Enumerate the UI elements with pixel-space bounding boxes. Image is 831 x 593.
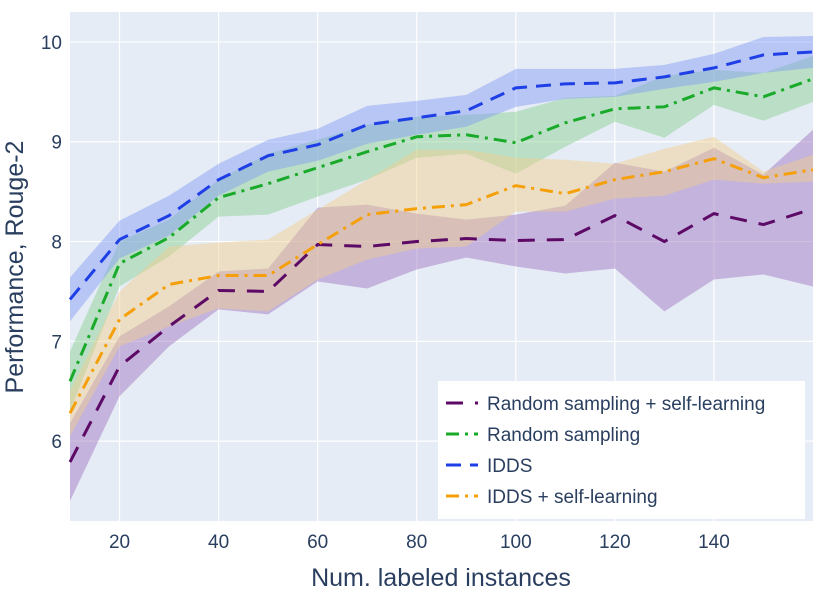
y-tick-labels: 6 7 8 9 10	[41, 33, 62, 453]
series-lines	[68, 50, 814, 463]
legend-label: IDDS	[487, 456, 532, 477]
legend: Random sampling + self-learning Random sa…	[438, 381, 805, 519]
series-line	[68, 207, 814, 463]
y-tick-label: 6	[51, 432, 62, 453]
x-tick-label: 120	[599, 532, 631, 553]
x-tick-label: 60	[307, 532, 328, 553]
x-tick-label: 80	[406, 532, 427, 553]
y-axis-title: Performance, Rouge-2	[1, 141, 29, 394]
y-tick-label: 10	[41, 33, 62, 54]
y-tick-label: 9	[51, 133, 62, 154]
legend-label: Random sampling	[487, 425, 640, 446]
legend-box	[438, 381, 805, 519]
series-line	[68, 50, 814, 301]
x-tick-label: 100	[500, 532, 532, 553]
x-axis-title: Num. labeled instances	[311, 564, 571, 592]
y-tick-label: 8	[51, 233, 62, 254]
y-tick-label: 7	[51, 332, 62, 353]
x-tick-label: 40	[208, 532, 229, 553]
legend-label: IDDS + self-learning	[487, 487, 658, 508]
x-tick-label: 20	[109, 532, 130, 553]
x-tick-label: 140	[698, 532, 730, 553]
x-tick-labels: 20 40 60 80 100 120 140	[109, 532, 730, 553]
series-line	[68, 77, 814, 382]
legend-label: Random sampling + self-learning	[487, 394, 765, 415]
series-line	[68, 157, 814, 414]
